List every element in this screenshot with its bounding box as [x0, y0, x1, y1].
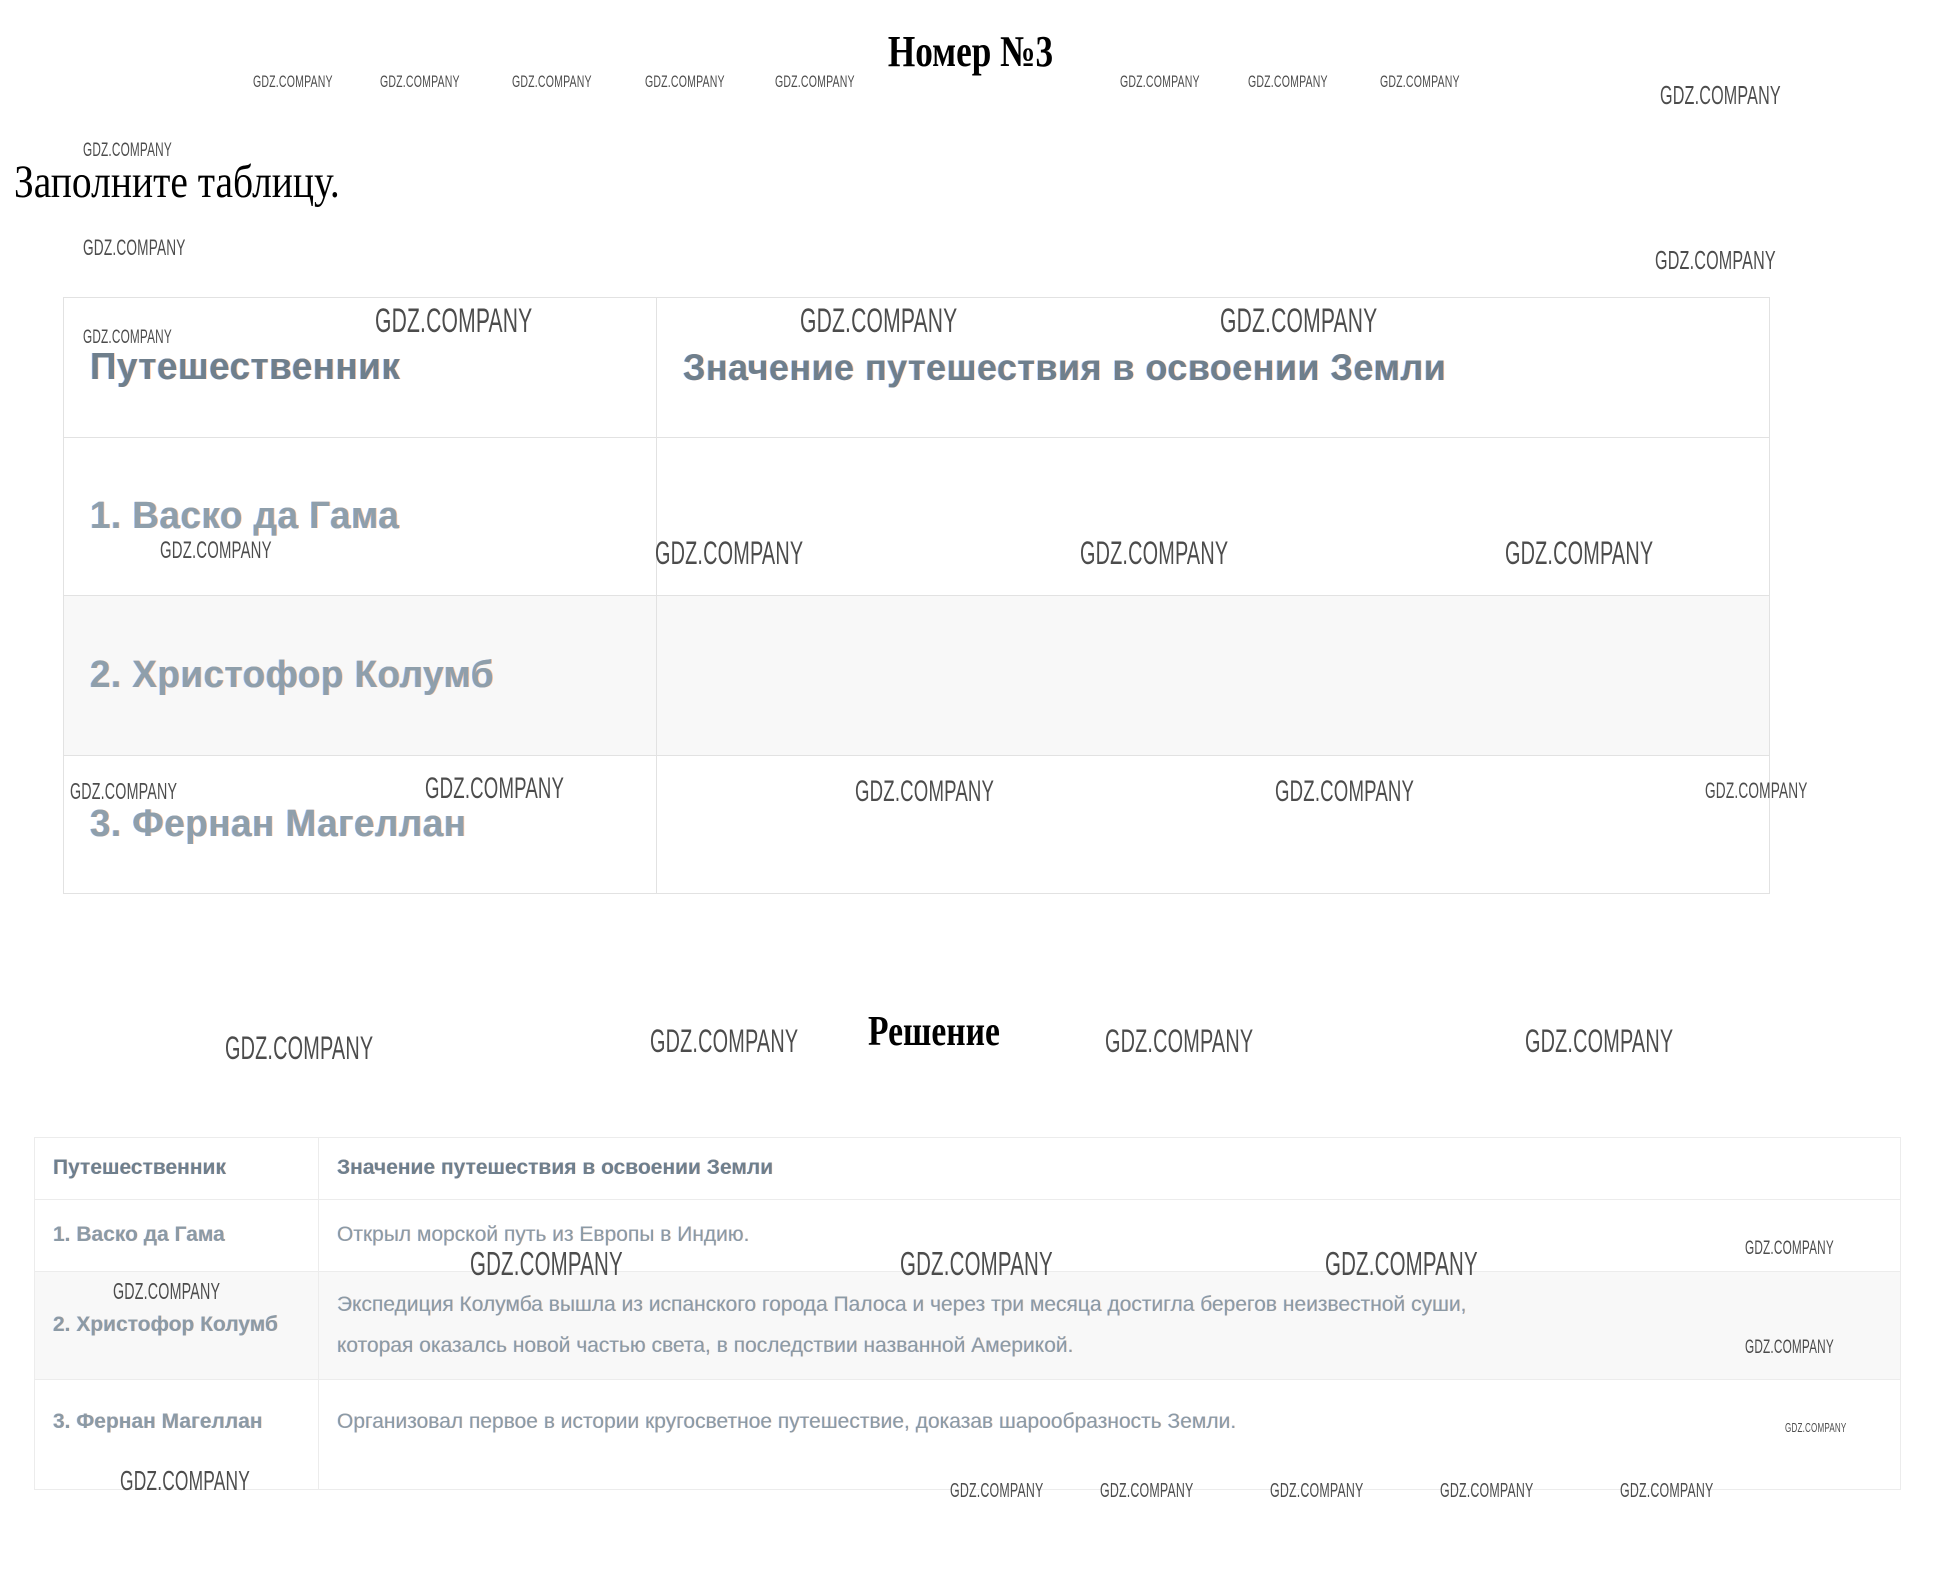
table-row: 3. Фернан Магеллан [63, 755, 1770, 894]
solution-cell-traveller-2: 2. Христофор Колумб [34, 1271, 319, 1380]
solution-cell-significance-2: Экспедиция Колумба вышла из испанского г… [318, 1271, 1901, 1380]
traveller-name-2: 2. Христофор Колумб [90, 654, 495, 696]
task-cell-traveller-2: 2. Христофор Колумб [63, 595, 657, 756]
solution-header-traveller-label: Путешественник [53, 1156, 226, 1180]
solution-answer-1-line-1: Открыл морской путь из Европы в Индию. [337, 1223, 750, 1247]
table-row: 2. Христофор Колумб [63, 595, 1770, 756]
watermark-text: GDZ.COMPANY [1655, 245, 1776, 275]
solution-table: Путешественник Значение путешествия в ос… [34, 1137, 1901, 1490]
watermark-text: GDZ.COMPANY [1105, 1023, 1254, 1059]
traveller-name-3: 3. Фернан Магеллан [90, 803, 467, 845]
solution-answer-2-line-2: которая оказалсь новой частью света, в п… [337, 1333, 1074, 1357]
table-row: 1. Васко да Гама [63, 437, 1770, 596]
watermark-text: GDZ.COMPANY [1525, 1023, 1674, 1059]
solution-header-significance-label: Значение путешествия в освоении Земли [337, 1156, 774, 1180]
table-row: 3. Фернан Магеллан Организовал первое в … [34, 1379, 1901, 1490]
task-cell-traveller-3: 3. Фернан Магеллан [63, 755, 657, 894]
solution-header-significance: Значение путешествия в освоении Земли [318, 1137, 1901, 1200]
solution-table-header-row: Путешественник Значение путешествия в ос… [34, 1137, 1901, 1200]
watermark-text: GDZ.COMPANY [650, 1023, 799, 1059]
task-cell-significance-3[interactable] [656, 755, 1770, 894]
task-table: Путешественник Значение путешествия в ос… [63, 297, 1770, 894]
table-row: 1. Васко да Гама Открыл морской путь из … [34, 1199, 1901, 1272]
page-title: Номер №3 [887, 27, 1054, 76]
task-cell-significance-1[interactable] [656, 437, 1770, 596]
task-table-header-traveller: Путешественник [63, 297, 657, 438]
task-header-traveller-label: Путешественник [90, 346, 401, 388]
task-cell-significance-2[interactable] [656, 595, 1770, 756]
solution-traveller-name-2: 2. Христофор Колумб [53, 1313, 279, 1337]
watermark-text: GDZ.COMPANY [225, 1030, 374, 1066]
task-table-header-significance: Значение путешествия в освоении Земли [656, 297, 1770, 438]
solution-traveller-name-1: 1. Васко да Гама [53, 1223, 225, 1247]
watermark-text: GDZ.COMPANY [83, 235, 186, 260]
solution-cell-significance-1: Открыл морской путь из Европы в Индию. [318, 1199, 1901, 1272]
solution-heading: Решение [868, 1009, 1000, 1055]
table-row: 2. Христофор Колумб Экспедиция Колумба в… [34, 1271, 1901, 1380]
solution-answer-2-line-1: Экспедиция Колумба вышла из испанского г… [337, 1292, 1467, 1316]
solution-cell-significance-3: Организовал первое в истории кругосветно… [318, 1379, 1901, 1490]
solution-answer-3-line-1: Организовал первое в истории кругосветно… [337, 1410, 1237, 1433]
solution-cell-traveller-1: 1. Васко да Гама [34, 1199, 319, 1272]
solution-traveller-name-3: 3. Фернан Магеллан [53, 1410, 263, 1433]
task-instruction: Заполните таблицу. [14, 156, 340, 208]
traveller-name-1: 1. Васко да Гама [90, 495, 400, 537]
task-cell-traveller-1: 1. Васко да Гама [63, 437, 657, 596]
task-table-header-row: Путешественник Значение путешествия в ос… [63, 297, 1770, 438]
task-header-significance-label: Значение путешествия в освоении Земли [683, 346, 1447, 388]
watermark-text: GDZ.COMPANY [1660, 80, 1781, 110]
solution-header-traveller: Путешественник [34, 1137, 319, 1200]
solution-cell-traveller-3: 3. Фернан Магеллан [34, 1379, 319, 1490]
